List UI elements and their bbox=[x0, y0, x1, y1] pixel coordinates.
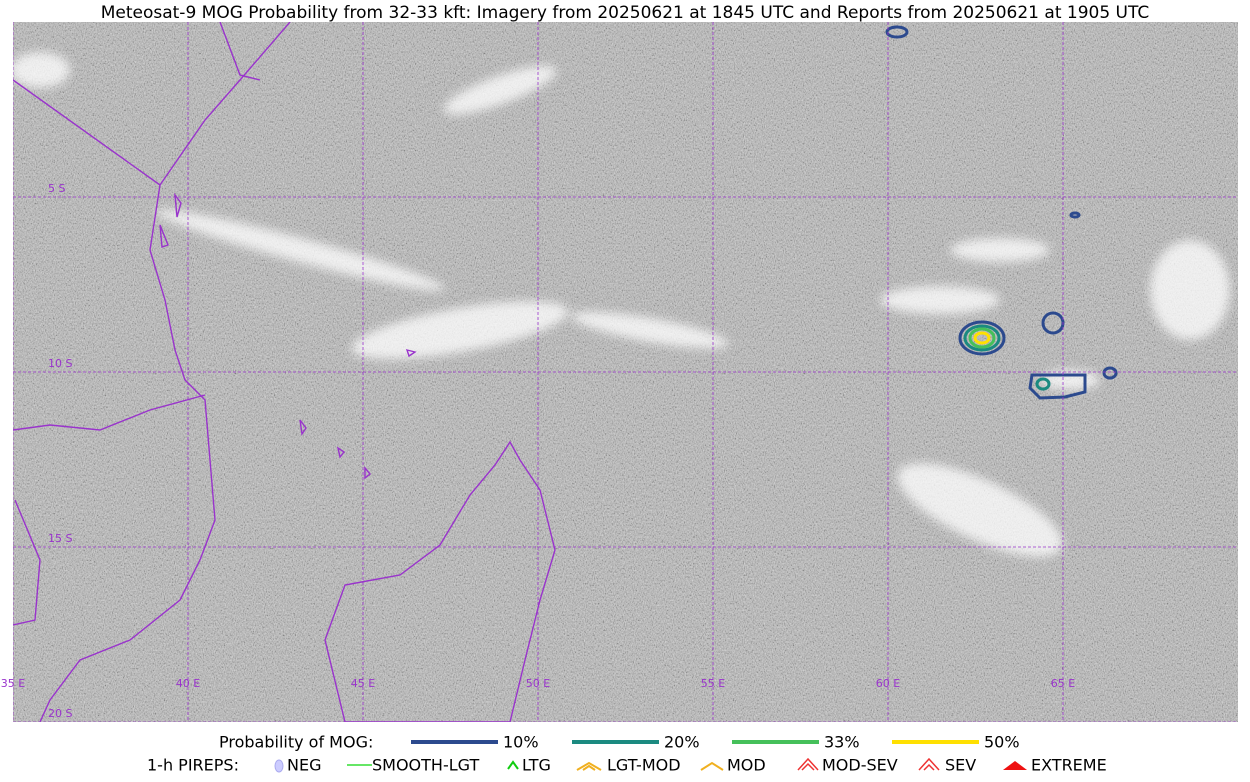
lat-label: 20 S bbox=[48, 707, 72, 720]
legend-label: 10% bbox=[503, 733, 539, 752]
pirep-symbol bbox=[576, 761, 602, 771]
title: Meteosat-9 MOG Probability from 32-33 kf… bbox=[101, 3, 1150, 23]
legend-label: SMOOTH-LGT bbox=[372, 756, 479, 775]
lon-label: 50 E bbox=[526, 677, 550, 690]
legend-label: NEG bbox=[287, 756, 321, 775]
legend-label: MOD bbox=[727, 756, 766, 775]
lon-label: 55 E bbox=[701, 677, 725, 690]
lon-label: 65 E bbox=[1051, 677, 1075, 690]
border bbox=[13, 22, 291, 626]
legend-label: EXTREME bbox=[1031, 756, 1107, 775]
legend-title: 1-h PIREPS: bbox=[147, 756, 239, 775]
lon-label: 60 E bbox=[876, 677, 900, 690]
lat-label: 15 S bbox=[48, 532, 72, 545]
pirep-symbol bbox=[700, 761, 724, 771]
legend: Probability of MOG: 10% 20% 33% 50% 1-h PIREP… bbox=[147, 733, 1107, 775]
pirep-symbol bbox=[274, 759, 284, 773]
legend-label: 50% bbox=[984, 733, 1020, 752]
lon-label: 40 E bbox=[176, 677, 200, 690]
pirep-symbol bbox=[797, 757, 819, 771]
lon-label: 45 E bbox=[351, 677, 375, 690]
lon-label: 35 E bbox=[1, 677, 25, 690]
legend-label: LGT-MOD bbox=[607, 756, 681, 775]
lat-label: 5 S bbox=[48, 182, 65, 195]
lat-label: 10 S bbox=[48, 357, 72, 370]
graticule-labels: 35 E 40 E 45 E 50 E 55 E 60 E 65 E 5 S 10 S 15 S 2… bbox=[1, 182, 1075, 720]
legend-label: 20% bbox=[664, 733, 700, 752]
pirep-symbol bbox=[1003, 761, 1027, 770]
pirep-symbol bbox=[507, 760, 519, 770]
legend-title: Probability of MOG: bbox=[219, 733, 373, 752]
pirep-symbol bbox=[918, 757, 940, 771]
islands bbox=[159, 192, 417, 480]
coastline bbox=[13, 79, 216, 722]
legend-label: 33% bbox=[824, 733, 860, 752]
map bbox=[13, 22, 1238, 722]
legend-label: MOD-SEV bbox=[822, 756, 898, 775]
legend-label: LTG bbox=[522, 756, 551, 775]
legend-label: SEV bbox=[945, 756, 976, 775]
graticule bbox=[13, 22, 1238, 722]
madagascar bbox=[324, 440, 556, 722]
